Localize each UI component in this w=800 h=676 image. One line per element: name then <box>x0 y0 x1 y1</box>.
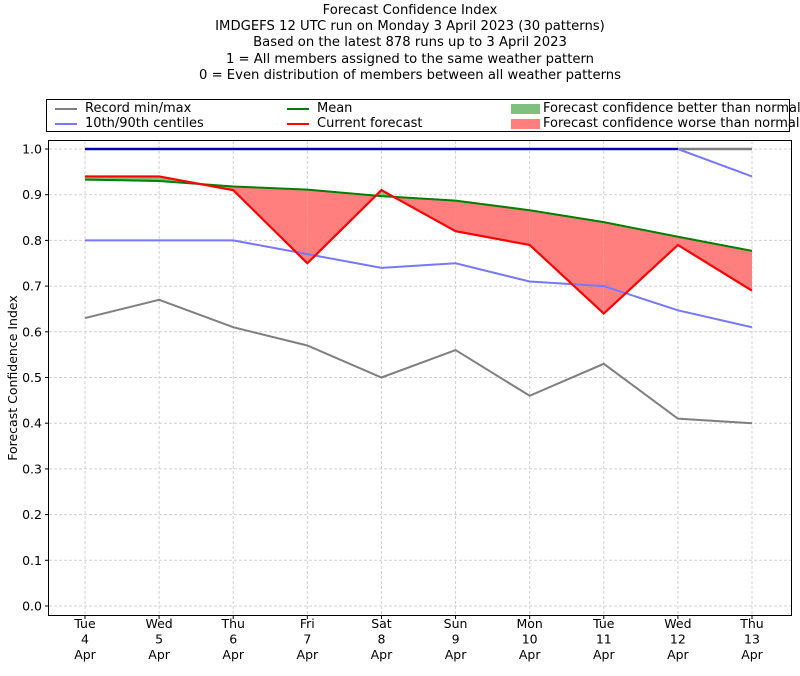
x-tick-label: Wed <box>145 616 172 631</box>
legend-swatch-current <box>287 123 309 125</box>
legend-label-centiles: 10th/90th centiles <box>85 116 204 131</box>
y-tick-label: 0.0 <box>22 599 42 614</box>
x-tick-label: Apr <box>74 647 96 662</box>
record-min-line <box>84 298 753 425</box>
legend-label-mean: Mean <box>317 101 353 116</box>
x-tick-label: 4 <box>81 632 89 647</box>
x-tick-label: Tue <box>592 616 615 631</box>
centile-10th-line <box>85 239 753 329</box>
legend-label-worse: Forecast confidence worse than normal <box>543 116 800 131</box>
x-tick-label: Apr <box>222 647 244 662</box>
x-tick-label: Apr <box>741 647 763 662</box>
x-tick-label: Apr <box>148 647 170 662</box>
x-tick-label: Wed <box>664 616 691 631</box>
x-tick-label: 10 <box>522 632 538 647</box>
x-tick-label: 9 <box>452 632 460 647</box>
x-tick-label: Tue <box>73 616 96 631</box>
x-tick-label: Mon <box>516 616 542 631</box>
series-lines <box>84 147 753 425</box>
x-tick-label: 7 <box>303 632 311 647</box>
fill-worse-than-normal <box>677 236 752 291</box>
x-axis: Tue4AprWed5AprThu6AprFri7AprSat8AprSun9A… <box>73 615 764 662</box>
x-tick-label: Apr <box>519 647 541 662</box>
y-tick-label: 0.3 <box>22 461 42 476</box>
x-tick-label: Apr <box>297 647 319 662</box>
legend-swatch-mean <box>287 108 309 110</box>
chart-legend: Record min/max 10th/90th centiles Mean C… <box>46 99 800 132</box>
fill-worse-than-normal <box>529 210 604 314</box>
y-tick-label: 0.6 <box>22 324 42 339</box>
legend-swatch-centiles <box>55 123 77 125</box>
chart-subtitle-run: IMDGEFS 12 UTC run on Monday 3 April 202… <box>215 19 605 35</box>
y-tick-label: 0.2 <box>22 507 42 522</box>
x-tick-label: Fri <box>300 616 315 631</box>
legend-swatch-better <box>511 104 540 114</box>
legend-label-current: Current forecast <box>317 116 423 131</box>
y-tick-label: 1.0 <box>22 142 42 157</box>
chart-subtitle-runs: Based on the latest 878 runs up to 3 Apr… <box>253 35 567 51</box>
legend-swatch-worse <box>511 119 540 129</box>
legend-label-record: Record min/max <box>85 101 192 116</box>
x-tick-label: 5 <box>155 632 163 647</box>
x-tick-label: 12 <box>670 632 686 647</box>
y-axis: 0.0 0.1 0.2 0.3 0.4 0.5 0.6 0.7 0.8 0.9 1.0 <box>22 142 49 614</box>
confidence-fills <box>85 176 752 314</box>
y-tick-label: 0.5 <box>22 370 42 385</box>
chart-title: Forecast Confidence Index <box>322 3 498 18</box>
y-tick-label: 0.9 <box>22 187 42 202</box>
x-tick-label: Apr <box>593 647 615 662</box>
x-tick-label: Thu <box>220 616 244 631</box>
current-forecast-line <box>85 175 753 316</box>
y-axis-label: Forecast Confidence Index <box>5 295 20 461</box>
x-tick-label: Apr <box>371 647 393 662</box>
x-tick-label: 13 <box>744 632 760 647</box>
x-tick-label: 6 <box>229 632 237 647</box>
x-tick-label: Apr <box>445 647 467 662</box>
grid-lines <box>49 141 791 615</box>
centile-90th-line <box>85 148 753 178</box>
x-tick-label: Thu <box>739 616 763 631</box>
chart-subtitle-zero: 0 = Even distribution of members between… <box>198 67 622 83</box>
legend-label-better: Forecast confidence better than normal <box>543 101 800 116</box>
x-tick-label: Apr <box>667 647 689 662</box>
x-tick-label: 8 <box>377 632 385 647</box>
x-tick-label: 11 <box>596 632 612 647</box>
fill-worse-than-normal <box>603 222 678 314</box>
chart-title-block: Forecast Confidence Index IMDGEFS 12 UTC… <box>0 3 800 84</box>
y-tick-label: 0.8 <box>22 233 42 248</box>
x-tick-label: Sat <box>371 616 392 631</box>
y-tick-label: 0.4 <box>22 416 42 431</box>
y-tick-label: 0.7 <box>22 279 42 294</box>
legend-swatch-record <box>55 108 77 110</box>
x-tick-label: Sun <box>444 616 468 631</box>
y-tick-label: 0.1 <box>22 553 42 568</box>
chart-subtitle-one: 1 = All members assigned to the same wea… <box>225 51 595 67</box>
